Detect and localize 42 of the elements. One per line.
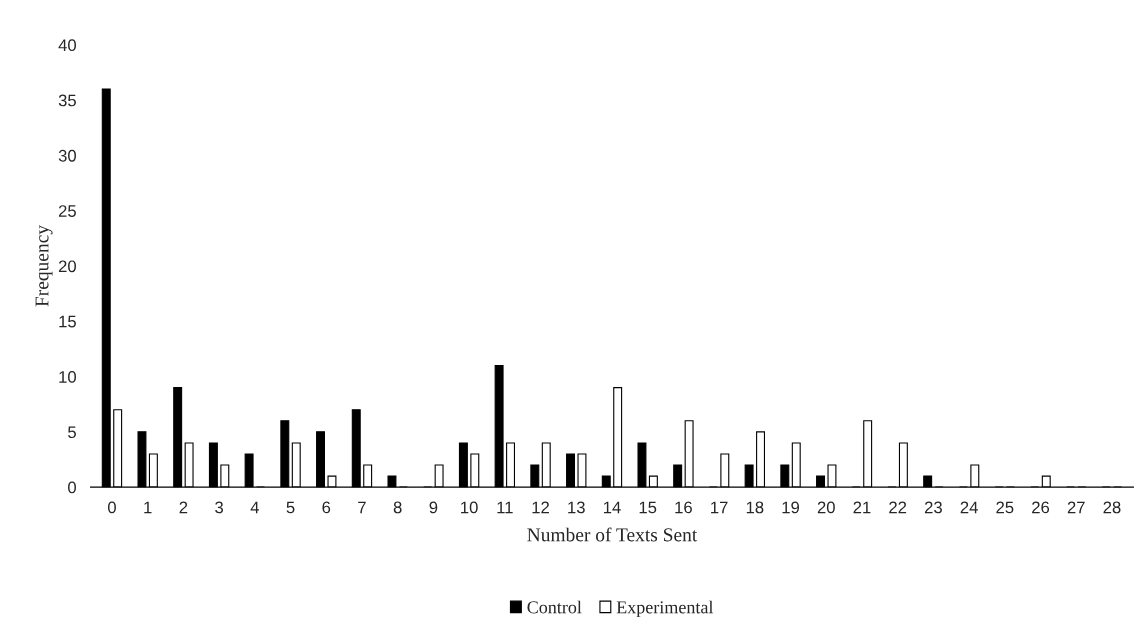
y-tick-label: 15 <box>59 315 76 328</box>
x-tick-label: 5 <box>286 501 295 514</box>
y-tick-label: 40 <box>58 39 76 52</box>
y-tick-label: 20 <box>58 260 76 273</box>
x-tick-label: 11 <box>497 501 513 514</box>
x-tick-label: 4 <box>250 501 259 514</box>
x-tick-label: 21 <box>853 501 871 514</box>
x-tick-label: 13 <box>568 501 585 514</box>
x-tick-label: 12 <box>532 501 549 514</box>
x-tick-label: 16 <box>675 501 692 514</box>
y-tick-label: 10 <box>59 370 76 383</box>
x-tick-label: 3 <box>215 501 224 514</box>
x-tick-label: 27 <box>1067 501 1085 514</box>
x-tick-label: 7 <box>358 501 366 514</box>
y-axis-title: Frequency <box>35 225 53 307</box>
y-tick-label: 0 <box>68 481 76 494</box>
legend-label: Experimental <box>616 600 714 618</box>
x-tick-label: 10 <box>461 501 478 514</box>
x-tick-label: 22 <box>889 501 907 514</box>
x-tick-label: 17 <box>711 501 728 514</box>
x-tick-label: 9 <box>429 501 438 514</box>
y-tick-label: 5 <box>68 426 76 439</box>
x-tick-label: 25 <box>996 501 1014 514</box>
x-tick-label: 15 <box>639 501 657 514</box>
x-axis-title: Number of Texts Sent <box>527 527 698 542</box>
x-tick-label: 8 <box>393 501 402 514</box>
x-tick-label: 18 <box>746 501 764 514</box>
x-tick-label: 26 <box>1032 501 1050 514</box>
y-tick-label: 30 <box>58 149 76 162</box>
x-tick-label: 1 <box>144 501 152 514</box>
x-tick-label: 24 <box>960 501 978 514</box>
x-tick-label: 0 <box>107 501 116 514</box>
y-tick-label: 35 <box>58 94 76 107</box>
x-tick-label: 6 <box>322 501 331 514</box>
x-tick-label: 28 <box>1103 501 1121 514</box>
x-tick-label: 14 <box>603 501 621 514</box>
legend-label: Control <box>527 600 582 614</box>
x-tick-label: 19 <box>782 501 800 514</box>
y-tick-label: 25 <box>58 205 76 217</box>
x-tick-label: 23 <box>924 501 942 514</box>
x-tick-label: 20 <box>817 501 835 514</box>
x-tick-label: 2 <box>179 501 188 514</box>
